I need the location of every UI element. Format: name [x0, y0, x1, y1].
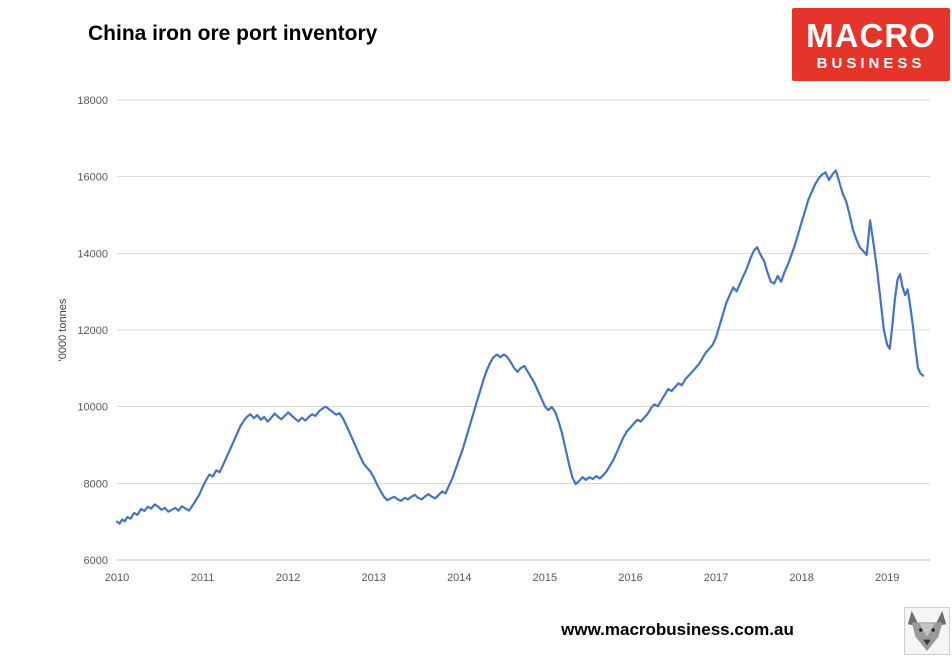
- logo-line1: MACRO: [806, 16, 936, 54]
- y-tick-label: 14000: [77, 248, 108, 260]
- x-tick-label: 2010: [105, 572, 129, 584]
- y-tick-label: 6000: [84, 555, 108, 567]
- x-tick-label: 2017: [704, 572, 728, 584]
- x-tick-label: 2013: [361, 572, 385, 584]
- x-tick-label: 2019: [875, 572, 899, 584]
- x-tick-label: 2018: [789, 572, 813, 584]
- x-tick-label: 2011: [191, 572, 215, 584]
- x-tick-label: 2016: [618, 572, 642, 584]
- y-tick-label: 12000: [77, 325, 108, 337]
- y-tick-label: 16000: [77, 172, 108, 184]
- footer-url: www.macrobusiness.com.au: [561, 620, 794, 639]
- y-tick-label: 18000: [77, 95, 108, 107]
- y-tick-label: 10000: [77, 402, 108, 414]
- x-tick-label: 2014: [447, 572, 471, 584]
- x-tick-label: 2012: [276, 572, 300, 584]
- macrobusiness-logo: MACRO BUSINESS: [792, 8, 950, 81]
- y-tick-label: 8000: [84, 478, 108, 490]
- x-tick-label: 2015: [533, 572, 557, 584]
- wolf-logo-image: [907, 610, 947, 652]
- logo-line2: BUSINESS: [816, 54, 926, 72]
- wolf-logo: [904, 607, 950, 655]
- y-axis-title: '0000 tonnes: [57, 298, 69, 361]
- chart-plot: 6000 8000 10000 12000 14000 16000 18000 2010 201…: [57, 95, 930, 584]
- series-line: [115, 169, 925, 525]
- chart-title: China iron ore port inventory: [88, 22, 378, 45]
